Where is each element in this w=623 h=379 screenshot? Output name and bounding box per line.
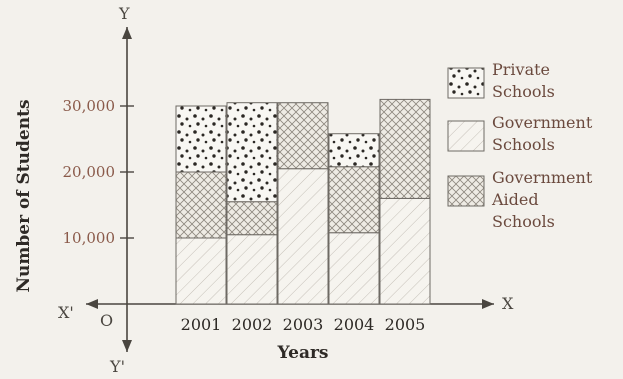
bar-segment-government-aided-schools-2005 — [379, 98, 431, 199]
bar-segment-government-schools-2004 — [328, 232, 380, 305]
legend-label: Private — [492, 60, 550, 79]
legend-swatch-private-schools — [447, 67, 485, 99]
y-axis-arrow-up-icon — [122, 27, 132, 39]
x-tick-label: 2005 — [385, 315, 426, 334]
x-tick-label: 2002 — [232, 315, 273, 334]
bar-segment-private-schools-2001 — [175, 105, 227, 173]
bar-segment-government-schools-2003 — [277, 168, 329, 305]
legend-label: Schools — [492, 135, 555, 154]
x-tick-label: 2003 — [283, 315, 324, 334]
bar-segment-government-aided-schools-2001 — [175, 171, 227, 239]
bar-segment-government-schools-2002 — [226, 234, 278, 305]
y-neg-axis-letter: Y' — [109, 357, 125, 376]
legend-label: Schools — [492, 82, 555, 101]
bar-segment-government-schools-2005 — [379, 197, 431, 305]
y-axis-letter: Y — [118, 4, 130, 23]
y-tick-label: 30,000 — [63, 97, 116, 115]
y-axis-arrow-down-icon — [122, 340, 132, 352]
x-axis-arrow-right-icon — [482, 299, 494, 309]
bar-segment-government-schools-2001 — [175, 237, 227, 305]
legend-swatch-government-schools — [447, 120, 485, 152]
legend-swatch-government-aided-schools — [447, 175, 485, 207]
y-ticks: 10,000 20,000 30,000 — [63, 97, 134, 247]
x-neg-axis-letter: X' — [58, 303, 74, 322]
bars — [175, 98, 431, 305]
bar-segment-private-schools-2002 — [226, 102, 278, 203]
x-tick-label: 2001 — [181, 315, 222, 334]
y-tick-label: 20,000 — [63, 163, 116, 181]
legend-label: Aided — [491, 190, 539, 209]
bar-segment-government-aided-schools-2003 — [277, 102, 329, 170]
legend-label: Schools — [492, 212, 555, 231]
bar-segment-government-aided-schools-2002 — [226, 201, 278, 236]
y-tick-label: 10,000 — [63, 229, 116, 247]
x-tick-labels: 2001 2002 2003 2004 2005 — [181, 315, 426, 334]
origin-label: O — [100, 311, 113, 330]
x-axis-letter: X — [502, 294, 514, 313]
y-axis-title: Number of Students — [14, 99, 34, 292]
legend: Private Schools Government Schools Governmen… — [447, 60, 593, 231]
x-axis-title: Years — [276, 343, 328, 363]
bar-segment-government-aided-schools-2004 — [328, 166, 380, 234]
legend-label: Government — [492, 168, 593, 187]
bar-segment-private-schools-2004 — [328, 133, 380, 168]
legend-label: Government — [492, 113, 593, 132]
x-axis-arrow-left-icon — [86, 299, 98, 309]
x-tick-label: 2004 — [334, 315, 375, 334]
